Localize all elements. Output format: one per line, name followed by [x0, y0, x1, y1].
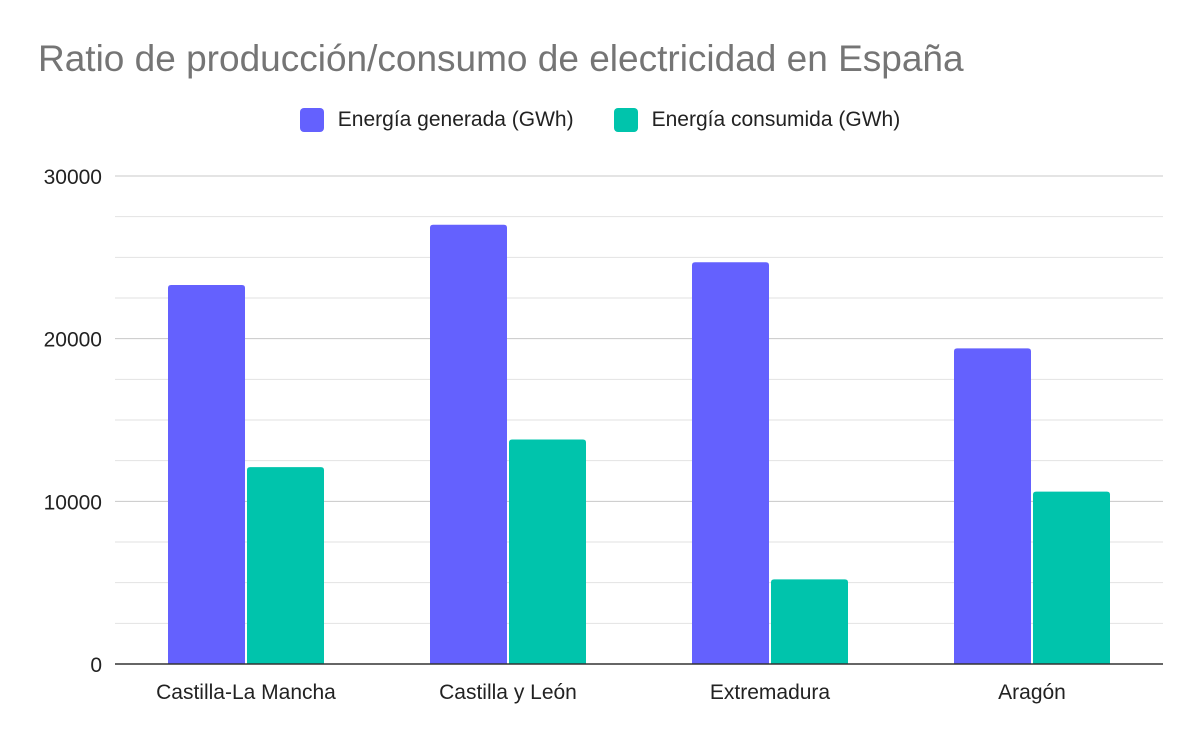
y-tick-label: 30000 — [44, 166, 102, 189]
x-tick-label: Aragón — [998, 681, 1066, 704]
legend-swatch-consumed — [613, 108, 638, 132]
x-tick-label: Castilla y León — [439, 681, 577, 704]
legend-item-consumed[interactable]: Energía consumida (GWh) — [613, 108, 901, 132]
bar-consumed — [247, 467, 324, 664]
bar-generated — [168, 284, 245, 664]
chart-title: Ratio de producción/consumo de electrici… — [38, 38, 964, 79]
bar-consumed — [1033, 491, 1110, 664]
legend-item-generated[interactable]: Energía generada (GWh) — [299, 108, 574, 132]
y-tick-label: 20000 — [44, 329, 102, 352]
legend-label-generated: Energía generada (GWh) — [337, 108, 574, 131]
legend: Energía generada (GWh) Energía consumida… — [0, 108, 1200, 132]
bar-consumed — [509, 439, 586, 664]
bar-generated — [954, 348, 1031, 664]
x-tick-label: Extremadura — [710, 681, 831, 704]
bar-consumed — [771, 579, 848, 664]
bar-generated — [692, 262, 769, 664]
bar-generated — [430, 224, 507, 665]
y-tick-label: 0 — [90, 654, 102, 677]
y-tick-label: 10000 — [44, 491, 102, 514]
legend-label-consumed: Energía consumida (GWh) — [651, 108, 901, 131]
x-tick-label: Castilla-La Mancha — [156, 681, 336, 704]
legend-swatch-generated — [299, 108, 324, 132]
